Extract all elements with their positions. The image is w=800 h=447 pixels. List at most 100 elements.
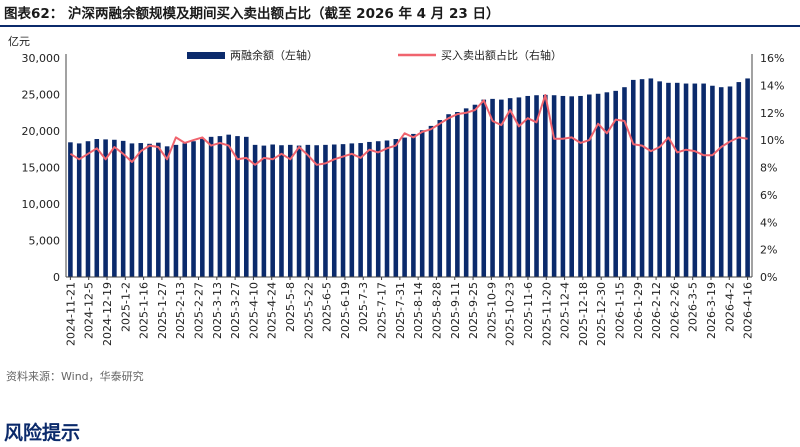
bar bbox=[314, 145, 319, 277]
x-tick-label: 2025-6-19 bbox=[339, 282, 352, 339]
x-tick-label: 2025-1-27 bbox=[156, 282, 169, 339]
x-tick-label: 2026-2-12 bbox=[650, 282, 663, 339]
bar bbox=[191, 141, 196, 277]
bar bbox=[384, 140, 390, 277]
right-tick-label: 10% bbox=[760, 134, 784, 147]
bar bbox=[490, 98, 495, 277]
bar bbox=[630, 79, 636, 278]
bar bbox=[666, 82, 671, 277]
bar bbox=[683, 83, 689, 277]
left-tick-label: 25,000 bbox=[22, 89, 61, 102]
bar bbox=[138, 143, 144, 277]
next-section-heading: 风险提示 bbox=[4, 422, 81, 444]
x-tick-label: 2025-10-9 bbox=[485, 282, 498, 339]
x-tick-label: 2025-7-31 bbox=[394, 282, 407, 339]
bar bbox=[147, 143, 152, 277]
x-tick-label: 2025-9-11 bbox=[449, 282, 462, 339]
right-tick-label: 0% bbox=[760, 271, 777, 284]
x-tick-label: 2026-1-15 bbox=[613, 282, 626, 339]
bar bbox=[200, 139, 205, 277]
bar bbox=[701, 83, 706, 277]
x-tick-label: 2025-8-28 bbox=[430, 282, 443, 339]
x-tick-label: 2025-12-30 bbox=[595, 282, 608, 346]
x-tick-label: 2026-3-19 bbox=[705, 282, 718, 339]
bar bbox=[94, 139, 100, 277]
bar bbox=[164, 146, 170, 277]
left-tick-label: 5,000 bbox=[29, 235, 61, 248]
bar bbox=[481, 99, 487, 277]
bar bbox=[129, 143, 135, 277]
bar-series bbox=[68, 78, 750, 278]
x-tick-label: 2025-4-10 bbox=[247, 282, 260, 339]
bar bbox=[604, 92, 610, 277]
right-tick-label: 16% bbox=[760, 52, 784, 65]
bar bbox=[287, 144, 293, 277]
bar bbox=[340, 144, 346, 277]
legend-line-label: 买入卖出额占比（右轴） bbox=[441, 48, 562, 62]
bar bbox=[296, 145, 302, 277]
left-tick-label: 30,000 bbox=[22, 52, 61, 65]
x-tick-label: 2025-10-23 bbox=[504, 282, 517, 346]
bar bbox=[622, 87, 627, 277]
x-tick-label: 2025-11-20 bbox=[540, 282, 553, 346]
bar bbox=[270, 144, 275, 277]
bar bbox=[156, 142, 161, 277]
left-tick-label: 15,000 bbox=[22, 162, 61, 175]
bar bbox=[534, 95, 539, 277]
bar bbox=[692, 83, 698, 277]
bar bbox=[323, 144, 328, 277]
bar bbox=[428, 125, 434, 277]
x-tick-label: 2025-9-25 bbox=[467, 282, 480, 339]
x-tick-label: 2024-12-5 bbox=[83, 282, 96, 339]
left-axis-ticks: 0 5,000 10,000 15,000 20,000 25,000 30,000 bbox=[22, 52, 61, 284]
bar bbox=[367, 141, 372, 277]
x-tick-label: 2025-12-4 bbox=[559, 282, 572, 339]
bar bbox=[358, 143, 363, 277]
bar bbox=[120, 140, 126, 277]
bar bbox=[718, 87, 724, 277]
bar bbox=[68, 142, 73, 277]
x-tick-label: 2026-1-29 bbox=[632, 282, 645, 339]
x-tick-label: 2025-7-17 bbox=[376, 282, 389, 339]
bar bbox=[595, 93, 601, 278]
bar bbox=[543, 94, 548, 278]
x-tick-label: 2025-5-22 bbox=[302, 282, 315, 339]
bar bbox=[569, 96, 574, 277]
bar bbox=[182, 143, 188, 277]
x-tick-label: 2025-3-27 bbox=[229, 282, 242, 339]
right-tick-label: 14% bbox=[760, 79, 784, 92]
source-note: 资料来源：Wind，华泰研究 bbox=[6, 370, 144, 383]
x-tick-label: 2026-2-26 bbox=[668, 282, 681, 339]
right-tick-label: 12% bbox=[760, 107, 784, 120]
left-tick-label: 0 bbox=[53, 271, 60, 284]
right-axis-ticks: 0% 2% 4% 6% 8% 10% 12% 14% 16% bbox=[760, 52, 784, 284]
bar bbox=[261, 145, 267, 277]
bar bbox=[235, 136, 240, 277]
bar bbox=[402, 137, 407, 277]
bar bbox=[244, 136, 249, 277]
x-tick-label: 2026-3-5 bbox=[687, 282, 700, 332]
x-tick-label: 2025-1-16 bbox=[138, 282, 151, 339]
bar bbox=[674, 82, 680, 277]
bar bbox=[613, 90, 618, 277]
bar bbox=[639, 79, 645, 277]
bar bbox=[472, 104, 478, 277]
x-tick-label: 2024-12-19 bbox=[101, 282, 114, 346]
right-tick-label: 6% bbox=[760, 189, 777, 202]
x-tick-label: 2025-4-24 bbox=[266, 282, 279, 339]
bar bbox=[587, 94, 592, 277]
x-axis-ticks: 2024-11-21 2024-12-5 2024-12-19 2025-1-2 202… bbox=[64, 277, 755, 346]
x-tick-label: 2025-1-2 bbox=[119, 282, 132, 332]
x-tick-label: 2025-2-13 bbox=[174, 282, 187, 339]
bar bbox=[463, 108, 469, 278]
line-series bbox=[69, 94, 748, 166]
bar bbox=[736, 82, 742, 277]
x-tick-label: 2025-11-6 bbox=[522, 282, 535, 339]
dual-axis-chart: 两融余额（左轴） 买入卖出额占比（右轴） 亿元 0 5,000 10,000 15,0… bbox=[8, 35, 784, 346]
bar bbox=[648, 78, 654, 277]
left-tick-label: 20,000 bbox=[22, 125, 61, 138]
right-tick-label: 2% bbox=[760, 244, 777, 257]
bar bbox=[657, 81, 662, 277]
x-tick-label: 2026-4-2 bbox=[723, 282, 736, 332]
bar bbox=[560, 95, 566, 278]
